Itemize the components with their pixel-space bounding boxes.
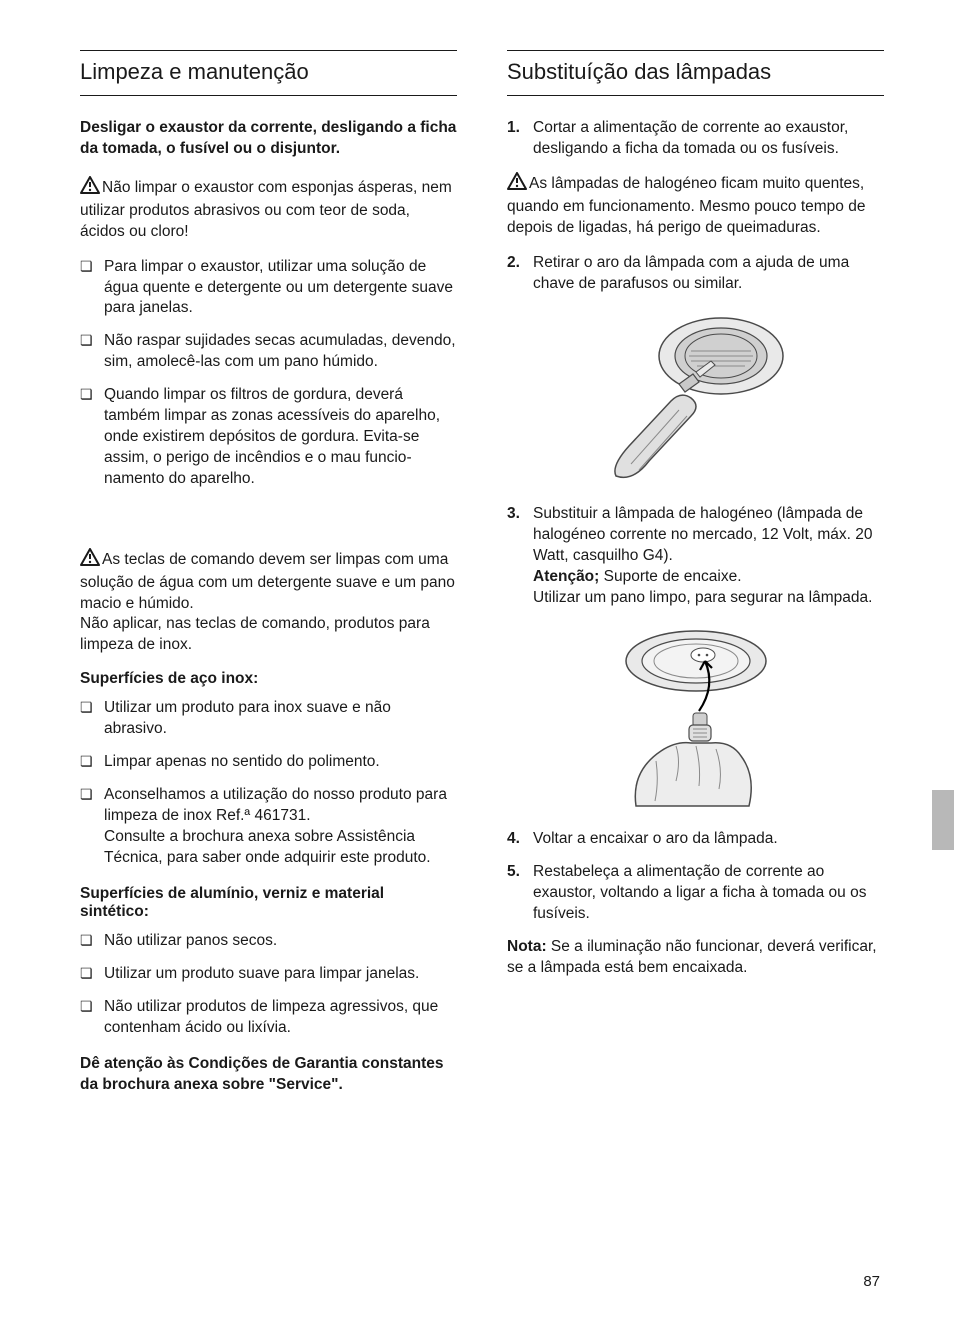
left-list-3: Não utilizar panos secos. Utilizar um pr…	[80, 931, 457, 1039]
left-column: Limpeza e manutenção Desligar o exaustor…	[80, 50, 457, 1112]
warning-icon	[80, 527, 100, 573]
list-item: Utilizar um produto para inox suave e nã…	[80, 698, 457, 740]
list-item: Utilizar um produto suave para limpar ja…	[80, 964, 457, 985]
step-1: 1. Cortar a alimentação de corrente ao ex…	[507, 118, 884, 160]
right-steps-1: 1. Cortar a alimentação de corrente ao ex…	[507, 118, 884, 160]
list-item: Limpar apenas no sentido do polimento.	[80, 752, 457, 773]
step-number: 5.	[507, 862, 520, 883]
right-steps-4: 4. Voltar a encaixar o aro da lâmpada. 5.…	[507, 829, 884, 925]
left-warning-1-text: Não limpar o exaustor com esponjas ásper…	[80, 179, 452, 240]
step-number: 2.	[507, 253, 520, 274]
warning-icon	[80, 176, 100, 201]
step-2: 2. Retirar o aro da lâmpada com a ajuda d…	[507, 253, 884, 295]
right-steps-3: 3. Substituir a lâmpada de halogéneo (lâ…	[507, 504, 884, 609]
step-text: Retirar o aro da lâmpada com a ajuda de …	[533, 254, 849, 292]
right-column: Substituíção das lâmpadas 1. Cortar a ali…	[507, 50, 884, 1112]
right-steps-2: 2. Retirar o aro da lâmpada com a ajuda d…	[507, 253, 884, 295]
step-text: Voltar a encaixar o aro da lâmpada.	[533, 830, 778, 847]
figure-lamp-insert	[507, 621, 884, 811]
list-item: Aconselhamos a utilização do nosso produ…	[80, 785, 457, 869]
left-list-2: Utilizar um produto para inox suave e nã…	[80, 698, 457, 868]
left-warning-1: Não limpar o exaustor com esponjas ásper…	[80, 176, 457, 243]
left-warning-2-text: As teclas de comando devem ser limpas co…	[80, 551, 455, 654]
step-3-main: Substituir a lâmpada de halogéneo (lâmpa…	[533, 505, 873, 564]
left-list-1: Para limpar o exaustor, utilizar uma sol…	[80, 257, 457, 490]
step-text: Restabeleça a alimentação de corrente ao…	[533, 863, 866, 922]
note-label: Nota:	[507, 938, 547, 955]
right-section-title: Substituíção das lâmpadas	[507, 50, 884, 96]
left-subhead-1: Superfícies de aço inox:	[80, 670, 457, 688]
step-text: Cortar a alimentação de corrente ao exau…	[533, 119, 848, 157]
page-number: 87	[863, 1273, 880, 1290]
list-item: Quando limpar os filtros de gordura, dev…	[80, 385, 457, 490]
list-item: Para limpar o exaustor, utilizar uma sol…	[80, 257, 457, 320]
right-warning-1: As lâmpadas de halogéneo ficam muito que…	[507, 172, 884, 239]
step-5: 5. Restabeleça a alimentação de corrente …	[507, 862, 884, 925]
list-item: Não raspar sujidades secas acumuladas, d…	[80, 331, 457, 373]
step-number: 4.	[507, 829, 520, 850]
step-4: 4. Voltar a encaixar o aro da lâmpada.	[507, 829, 884, 850]
step-number: 3.	[507, 504, 520, 525]
figure-screwdriver	[507, 306, 884, 486]
warning-icon	[507, 172, 527, 197]
note-text: Se a iluminação não funcionar, deverá ve…	[507, 938, 877, 976]
list-item: Não utilizar panos secos.	[80, 931, 457, 952]
step-3: 3. Substituir a lâmpada de halogéneo (lâ…	[507, 504, 884, 609]
right-warning-1-text: As lâmpadas de halogéneo ficam muito que…	[507, 175, 865, 236]
left-subhead-2: Superfícies de alumínio, verniz e materi…	[80, 885, 457, 921]
left-intro-bold: Desligar o exaustor da corrente, desliga…	[80, 118, 457, 160]
right-note: Nota: Se a iluminação não funcionar, dev…	[507, 937, 884, 979]
left-section-title: Limpeza e manutenção	[80, 50, 457, 96]
page-edge-tab	[932, 790, 954, 850]
list-item: Não utilizar produtos de limpeza agressi…	[80, 997, 457, 1039]
left-warning-2: As teclas de comando devem ser limpas co…	[80, 506, 457, 656]
step-3-attention-label: Atenção;	[533, 568, 599, 585]
step-number: 1.	[507, 118, 520, 139]
left-closing-bold: Dê atenção às Condições de Garantia cons…	[80, 1054, 457, 1096]
